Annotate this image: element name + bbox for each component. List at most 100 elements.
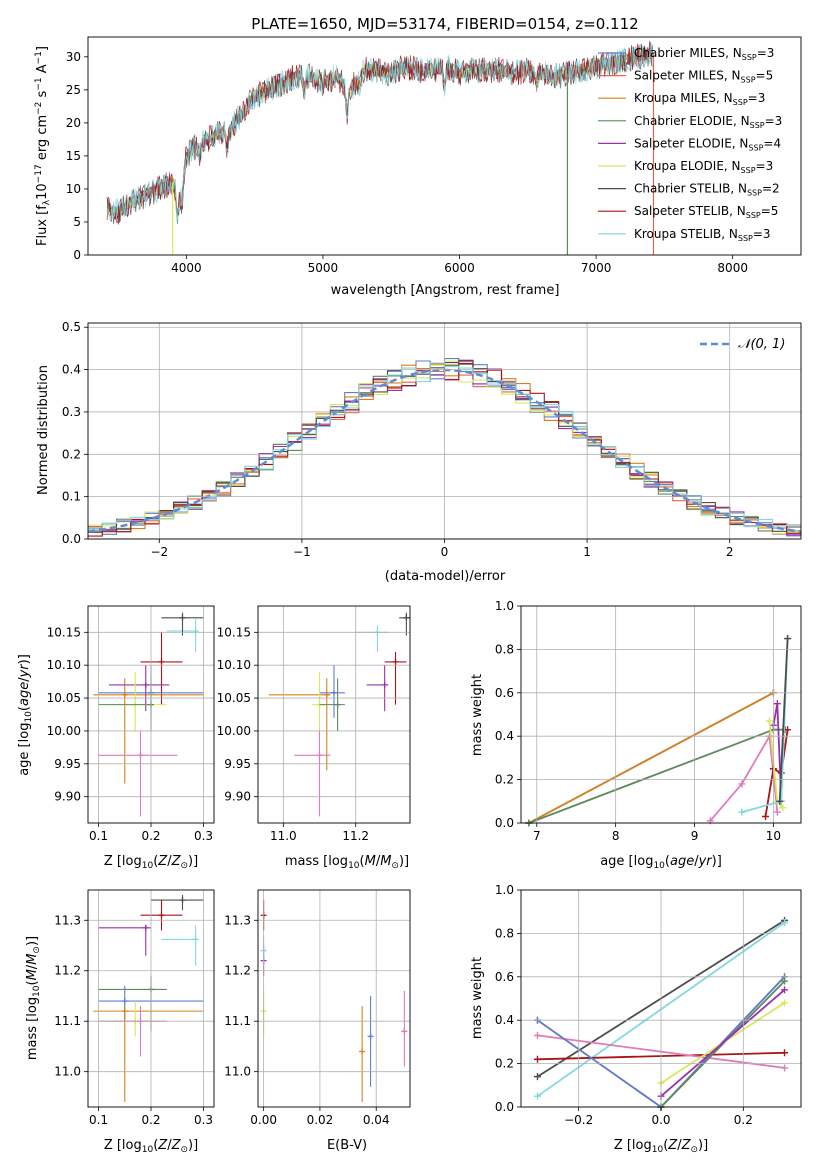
histogram-panel: −2 −1 0 1 2 0.0 0.1 0.2 0.3 0.4 0.5 (data-model)/e… bbox=[36, 320, 802, 584]
mass-weight-vs-age-xtick-label-1: 8 bbox=[612, 829, 620, 843]
mass-weight-vs-age-series-8-marker-0 bbox=[776, 797, 784, 805]
spectrum-xtick-label-3: 7000 bbox=[581, 261, 612, 275]
spectrum-ytick-label-3: 15 bbox=[66, 149, 81, 163]
mass-weight-vs-age-series-4 bbox=[764, 729, 789, 817]
mass-weight-vs-age-series-4-marker-0 bbox=[762, 812, 770, 820]
spectrum-legend-label-sub-1: SSP bbox=[741, 76, 756, 85]
spectrum-plot-area bbox=[106, 40, 655, 255]
age-vs-mass-ytick-label-0: 9.90 bbox=[224, 790, 251, 804]
age-vs-Z-point-8 bbox=[137, 752, 144, 759]
histogram-ytick-label-4: 0.4 bbox=[62, 363, 81, 377]
spectrum-legend-label-main-3: Chabrier ELODIE, N bbox=[634, 114, 750, 128]
age-vs-Z-ytick-label-5: 10.15 bbox=[47, 625, 81, 639]
spectrum-legend-label-main-1: Salpeter MILES, N bbox=[634, 69, 741, 83]
spectrum-legend-label-suffix-0: =3 bbox=[757, 46, 775, 60]
mass-vs-Z-panel: 0.1 0.2 0.3 11.0 11.1 11.2 11.3 Z [log10(Z/Z⊙)… bbox=[25, 889, 215, 1155]
spectrum-legend-label-8: Kroupa STELIB, NSSP=3 bbox=[634, 227, 771, 243]
spectrum-legend-label-sub-4: SSP bbox=[748, 143, 763, 152]
spectrum-ytick-label-2: 10 bbox=[66, 182, 81, 196]
mass-weight-vs-age-axes: 7 8 9 10 0.0 0.2 0.4 0.6 0.8 1.0 bbox=[495, 599, 802, 843]
mass-vs-Z-point-1 bbox=[158, 912, 165, 919]
age-vs-Z-point-5 bbox=[142, 681, 149, 688]
mass-vs-Z-xtick-label-2: 0.3 bbox=[194, 1113, 213, 1127]
histogram-frame bbox=[87, 322, 802, 540]
spectrum-legend-label-6: Chabrier STELIB, NSSP=2 bbox=[634, 182, 780, 198]
mass-weight-vs-age-series-3-marker-1 bbox=[738, 780, 746, 788]
mass-weight-vs-age-frame bbox=[520, 605, 802, 824]
age-vs-Z-point-0 bbox=[192, 627, 199, 634]
mass-vs-ebv-xtick-label-1: 0.02 bbox=[307, 1113, 334, 1127]
mass-vs-Z-xtick-label-1: 0.2 bbox=[141, 1113, 160, 1127]
age-vs-mass-panel: 11.0 11.2 9.90 9.95 10.00 10.05 10.10 10.15 mas… bbox=[217, 605, 411, 871]
normal-legend-label: 𝒩(0, 1) bbox=[738, 337, 785, 352]
age-vs-mass-ytick-label-3: 10.05 bbox=[217, 691, 251, 705]
spectrum-xtick-label-2: 6000 bbox=[444, 261, 475, 275]
mass-vs-Z-axes: 0.1 0.2 0.3 11.0 11.1 11.2 11.3 bbox=[54, 889, 215, 1127]
age-vs-mass-frame bbox=[257, 605, 411, 824]
mass-weight-vs-age-panel: 7 8 9 10 0.0 0.2 0.4 0.6 0.8 1.0 age [log10(age/y… bbox=[470, 599, 802, 871]
age-vs-Z-panel: 0.1 0.2 0.3 9.90 9.95 10.00 10.05 10.10 10.15 Z … bbox=[17, 605, 215, 871]
age-vs-mass-ytick-label-4: 10.10 bbox=[217, 658, 251, 672]
mass-weight-vs-Z-panel: −0.2 0.0 0.2 0.0 0.2 0.4 0.6 0.8 1.0 Z [log10(Z/… bbox=[470, 883, 802, 1155]
age-vs-Z-xtick-label-2: 0.3 bbox=[194, 829, 213, 843]
spectrum-legend-label-sub-7: SSP bbox=[746, 211, 761, 220]
spectrum-ytick-label-0: 0 bbox=[73, 248, 81, 262]
mass-weight-vs-Z-xlabel: Z [log10(Z/Z⊙)] bbox=[614, 1138, 708, 1155]
spectrum-xlabel: wavelength [Angstrom, rest frame] bbox=[331, 283, 560, 298]
mass-weight-vs-Z-series-3-marker-1 bbox=[781, 1064, 789, 1072]
mass-weight-vs-age-series-5-marker-1 bbox=[773, 700, 781, 708]
histogram-ytick-label-2: 0.2 bbox=[62, 447, 81, 461]
age-vs-Z-point-2 bbox=[158, 658, 165, 665]
mass-weight-vs-age-xtick-label-2: 9 bbox=[691, 829, 699, 843]
figure-title: PLATE=1650, MJD=53174, FIBERID=0154, z=0… bbox=[251, 15, 638, 33]
mass-vs-Z-point-6 bbox=[121, 1008, 128, 1015]
histogram-ytick-label-1: 0.1 bbox=[62, 490, 81, 504]
mass-weight-vs-Z-series-7-marker-1 bbox=[781, 999, 789, 1007]
age-vs-mass-ytick-label-5: 10.15 bbox=[217, 625, 251, 639]
spectrum-legend-label-5: Kroupa ELODIE, NSSP=3 bbox=[634, 159, 773, 175]
mass-weight-vs-age-ytick-label-1: 0.2 bbox=[495, 773, 514, 787]
age-vs-Z-ylabel: age [log10(age/yr)] bbox=[17, 654, 34, 776]
mass-weight-vs-Z-xtick-label-1: 0.0 bbox=[651, 1113, 670, 1127]
mass-vs-ebv-point-6 bbox=[401, 1028, 408, 1035]
mass-vs-Z-plot-area bbox=[93, 895, 204, 1102]
spectrum-legend-label-suffix-7: =5 bbox=[761, 204, 779, 218]
mass-weight-vs-age-series-6-marker-0 bbox=[765, 717, 773, 725]
histogram-ytick-label-0: 0.0 bbox=[62, 532, 81, 546]
age-vs-mass-point-8 bbox=[316, 752, 323, 759]
spectrum-axes: 4000 5000 6000 7000 8000 0 5 10 15 20 25 30 bbox=[66, 36, 802, 275]
age-vs-Z-xtick-label-0: 0.1 bbox=[89, 829, 108, 843]
spectrum-legend-label-main-5: Kroupa ELODIE, N bbox=[634, 159, 741, 173]
mass-weight-vs-age-series-8 bbox=[778, 638, 789, 802]
mass-weight-vs-age-series-7-marker-0 bbox=[738, 808, 746, 816]
age-vs-Z-xlabel: Z [log10(Z/Z⊙)] bbox=[104, 854, 198, 871]
spectrum-ylabel: Flux [fλ10−17 erg cm−2 s−1 A−1] bbox=[34, 46, 52, 246]
age-vs-Z-frame bbox=[87, 605, 215, 824]
mass-weight-vs-Z-series-3-marker-0 bbox=[533, 1031, 541, 1039]
mass-weight-vs-Z-axes: −0.2 0.0 0.2 0.0 0.2 0.4 0.6 0.8 1.0 bbox=[495, 883, 802, 1127]
spectrum-panel: 4000 5000 6000 7000 8000 0 5 10 15 20 25 30 wavelen… bbox=[34, 36, 802, 298]
spectrum-legend-label-3: Chabrier ELODIE, NSSP=3 bbox=[634, 114, 782, 130]
histogram-xtick-label-4: 2 bbox=[726, 545, 734, 559]
mass-weight-vs-age-xtick-label-0: 7 bbox=[533, 829, 541, 843]
age-vs-Z-point-1 bbox=[179, 614, 186, 621]
mass-weight-vs-age-ytick-label-4: 0.8 bbox=[495, 642, 514, 656]
histogram-xlabel: (data-model)/error bbox=[385, 569, 506, 584]
mass-weight-vs-age-series-8-marker-1 bbox=[784, 635, 792, 643]
age-vs-mass-point-3 bbox=[381, 681, 388, 688]
mass-weight-vs-Z-frame bbox=[520, 889, 802, 1108]
mass-weight-vs-Z-series-8-marker-1 bbox=[781, 986, 789, 994]
mass-vs-Z-point-5 bbox=[121, 998, 128, 1005]
histogram-xtick-label-2: 0 bbox=[441, 545, 449, 559]
histogram-ytick-label-3: 0.3 bbox=[62, 405, 81, 419]
mass-weight-vs-Z-ylabel: mass weight bbox=[470, 957, 485, 1039]
spectrum-legend-label-sub-8: SSP bbox=[738, 234, 753, 243]
histogram-xtick-label-1: −1 bbox=[293, 545, 311, 559]
age-vs-mass-point-2 bbox=[392, 658, 399, 665]
spectrum-legend-label-main-4: Salpeter ELODIE, N bbox=[634, 136, 748, 150]
mass-weight-vs-Z-ytick-label-2: 0.4 bbox=[495, 1013, 514, 1027]
spectrum-legend-label-4: Salpeter ELODIE, NSSP=4 bbox=[634, 136, 781, 152]
mass-vs-ebv-ytick-label-3: 11.3 bbox=[224, 913, 251, 927]
age-vs-mass-point-5 bbox=[323, 691, 330, 698]
spectrum-ytick-label-1: 5 bbox=[73, 215, 81, 229]
